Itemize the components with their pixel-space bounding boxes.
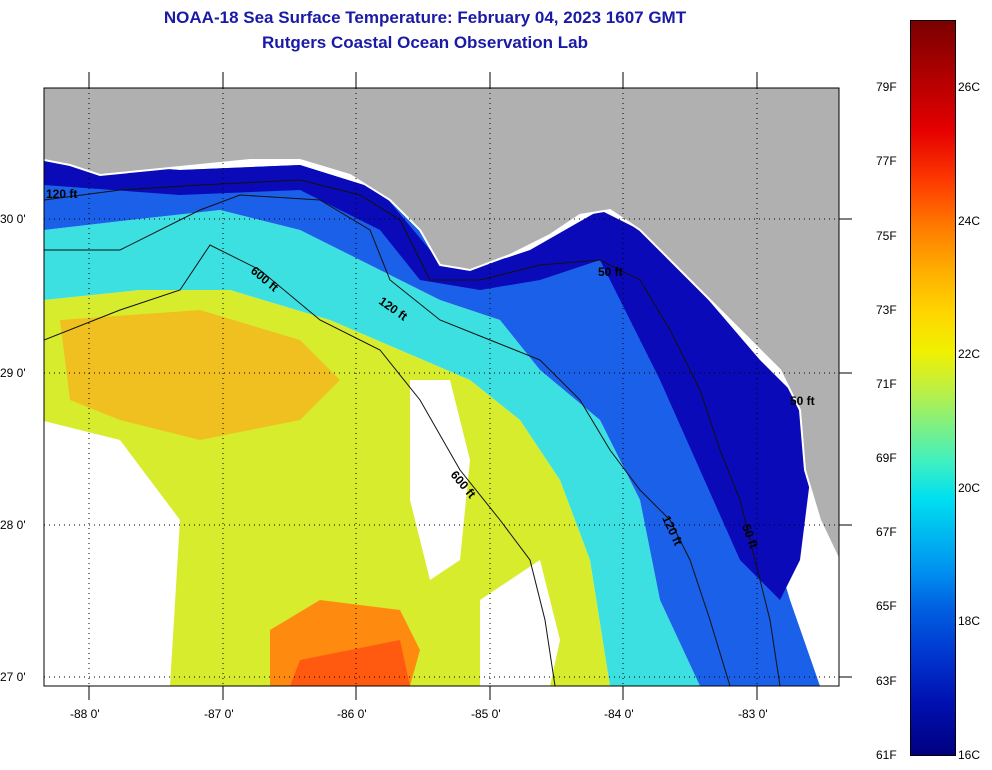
colorbar-f-label: 77F (876, 154, 897, 168)
cloud-gap-west (44, 421, 180, 686)
colorbar-f-label: 63F (876, 674, 897, 688)
contour-120ft (44, 194, 731, 686)
colorbar-f-label: 61F (876, 748, 897, 762)
colorbar-f-label: 67F (876, 525, 897, 539)
coastline (44, 159, 839, 561)
colorbar-f-label: 69F (876, 451, 897, 465)
land-mass (44, 88, 839, 560)
colorbar-f-label: 71F (876, 377, 897, 391)
cloud-gap-central (410, 380, 470, 580)
lon-label: -86 0' (337, 707, 367, 721)
cold-water (44, 160, 810, 600)
temperature-colorbar (910, 20, 956, 756)
colorbar-c-label: 20C (958, 481, 981, 495)
cloud-gap-south (480, 560, 560, 686)
lon-label: -85 0' (471, 707, 501, 721)
contour-label: 50 ft (790, 394, 815, 408)
contour-600ft (44, 244, 556, 686)
axis-ticks (88, 72, 852, 700)
map-frame (43, 87, 840, 687)
lon-label: -84 0' (604, 707, 634, 721)
colorbar-f-label: 75F (876, 229, 897, 243)
lon-label: -83 0' (738, 707, 768, 721)
contour-label: 120 ft (46, 187, 77, 201)
warm-core (60, 310, 340, 440)
lat-label: 27 0' (0, 670, 26, 684)
colorbar-f-label: 73F (876, 303, 897, 317)
colorbar-f-label: 79F (876, 80, 897, 94)
colorbar-f-label: 65F (876, 599, 897, 613)
lon-label: -88 0' (70, 707, 100, 721)
map-subtitle: Rutgers Coastal Ocean Observation Lab (262, 33, 588, 52)
colorbar-c-label: 22C (958, 347, 981, 361)
lat-label: 30 0' (0, 212, 26, 226)
hot-spot-core (290, 640, 410, 686)
colorbar-c-label: 16C (958, 748, 981, 762)
colorbar-c-label: 26C (958, 80, 981, 94)
contour-label: 50 ft (598, 265, 623, 279)
colorbar-c-label: 18C (958, 614, 981, 628)
lon-label: -87 0' (204, 707, 234, 721)
colorbar-c-label: 24C (958, 214, 981, 228)
contour-50ft (44, 179, 781, 686)
lat-label: 28 0' (0, 518, 26, 532)
mid-temp-water (44, 210, 700, 686)
lat-label: 29 0' (0, 366, 26, 380)
map-title: NOAA-18 Sea Surface Temperature: Februar… (163, 8, 687, 27)
